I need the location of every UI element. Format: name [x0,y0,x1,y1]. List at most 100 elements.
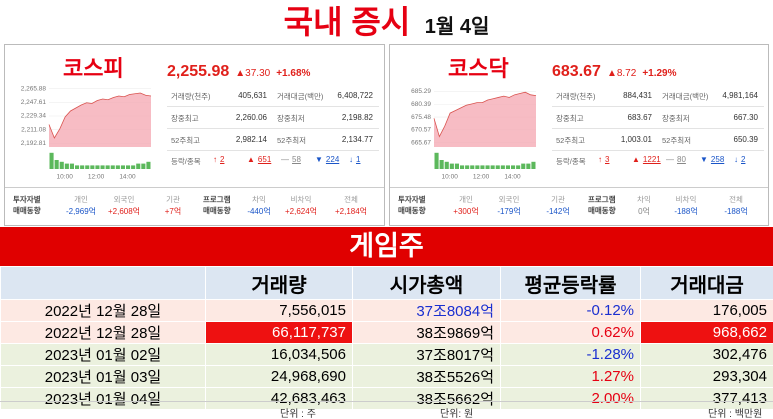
flow-rule [390,187,768,188]
stat-value: 683.67 [627,113,652,122]
cell: 1.27% [500,365,641,388]
flow-name: 기관 [166,195,180,204]
flow-name: 차익 [637,195,651,204]
cell: -0.12% [500,299,641,322]
date-cell: 2022년 12월 28일 [0,299,206,322]
stat-value: 2,982.14 [235,135,267,144]
cell: 66,117,737 [205,321,353,344]
header-date: 1월 4일 [424,16,490,38]
volume-bar [120,165,125,169]
unit-label: 단위 : 주 [280,409,316,419]
y-tick-label: 675.48 [411,114,431,121]
header-row: 거래량 시가총액 평균등락률 거래대금 [0,266,773,300]
market-name: 코스피 [63,56,124,81]
market-panel: 코스닥 683.67 ▲8.72 +1.29% 665.67 670.57 675.48 68… [389,44,769,226]
volume-bar [80,165,85,169]
cell: 16,034,506 [205,343,353,366]
market-quote: 2,255.98 ▲37.30 +1.68% [167,63,310,81]
cell: -1.28% [500,343,641,366]
row-rule [552,150,764,151]
stat-value: 667.30 [733,113,758,122]
flow-value: -179억 [497,207,521,216]
stat-label: 장중최저 [662,114,690,123]
stat-value: 1,003.01 [620,135,652,144]
cell: 38조5526억 [352,365,501,388]
breadth-icon: ↑ [598,155,602,164]
flow-name: 개인 [74,195,88,204]
stat-label: 거래대금(백만) [662,92,709,101]
y-tick-label: 2,229.34 [21,113,47,120]
header-title: 국내 증시 [283,4,411,40]
volume-bar [480,165,485,169]
breadth-label: 등락/종목 [556,157,586,166]
volume-bar [495,165,500,169]
market-panel: 코스피 2,255.98 ▲37.30 +1.68% 2,192.81 2,211.08 2… [4,44,385,226]
stat-label: 거래대금(백만) [277,92,324,101]
stat-value: 2,198.82 [341,113,373,122]
breadth-value: 2 [220,155,225,164]
flow-label: 매매동향 [398,206,426,215]
flow-label: 매매동향 [588,206,616,215]
y-tick-label: 2,192.81 [21,140,47,147]
breadth-item: ▼ 258 [700,155,724,164]
volume-bar [49,152,54,169]
column-header: 시가총액 [352,266,501,300]
breadth-value: 2 [741,155,746,164]
breadth-icon: ↓ [349,155,353,164]
unit-label: 단위: 원 [440,409,474,419]
data-row: 2022년 12월 28일 66,117,737 38조9869억 0.62% 968,… [0,321,773,344]
breadth-item: ▲ 1221 [632,155,661,164]
mini-chart: 2,192.81 2,211.08 2,229.34 2,247.61 2,265.88… [21,85,152,181]
flow-name: 외국인 [498,195,520,204]
volume-bar [500,165,505,169]
breadth-item: ▲ 651 [247,155,271,164]
x-tick-label: 12:00 [88,174,105,181]
volume-bar [95,165,100,169]
breadth-value: 3 [605,155,610,164]
volume-bar [439,160,444,169]
volume-bar [75,165,80,169]
flow-name: 외국인 [113,195,135,204]
flow-value: -142억 [546,207,570,216]
flow-value: +7억 [164,207,182,216]
breadth-icon: — [666,155,674,164]
breadth-icon: ▼ [700,155,708,164]
cell: 7,556,015 [205,299,353,322]
volume-bar [460,165,465,169]
breadth-value: 1 [356,155,361,164]
flow-label: 매매동향 [203,206,231,215]
units: 단위 : 주 단위: 원 단위 : 백만원 [0,401,773,419]
price-line [433,91,537,138]
stat-label: 거래량(천주) [556,92,596,101]
breadth-value: 80 [677,155,686,164]
unit-label: 단위 : 백만원 [708,409,763,419]
volume-bar [59,161,64,169]
volume-bar [465,165,470,169]
stat-label: 52주최고 [171,136,201,145]
cell: 38조9869억 [352,321,501,344]
cell: 37조8017억 [352,343,501,366]
breadth-value: 258 [710,155,725,164]
market-quote: 683.67 ▲8.72 +1.29% [552,63,677,81]
row-rule [167,128,379,129]
breadth-icon: ▼ [315,155,323,164]
row-rule [167,106,379,107]
flow-label: 프로그램 [588,195,616,204]
volume-bar [485,165,490,169]
stat-label: 52주최저 [662,136,692,145]
volume-bar [146,161,151,169]
volume-bar [54,160,59,169]
flow-name: 개인 [459,195,473,204]
volume-bar [85,165,90,169]
y-tick-label: 2,265.88 [21,85,47,92]
stat-value: 884,431 [623,91,652,100]
index-change-pct: +1.68% [276,68,311,79]
breadth-item: ↑ 3 [598,155,609,164]
volume-bar [511,165,516,169]
cell: 968,662 [640,321,773,344]
breadth-item: —58 [281,155,301,164]
volume-bar [115,165,120,169]
breadth-item: ↓ 1 [349,155,360,164]
stat-label: 52주최고 [556,136,586,145]
